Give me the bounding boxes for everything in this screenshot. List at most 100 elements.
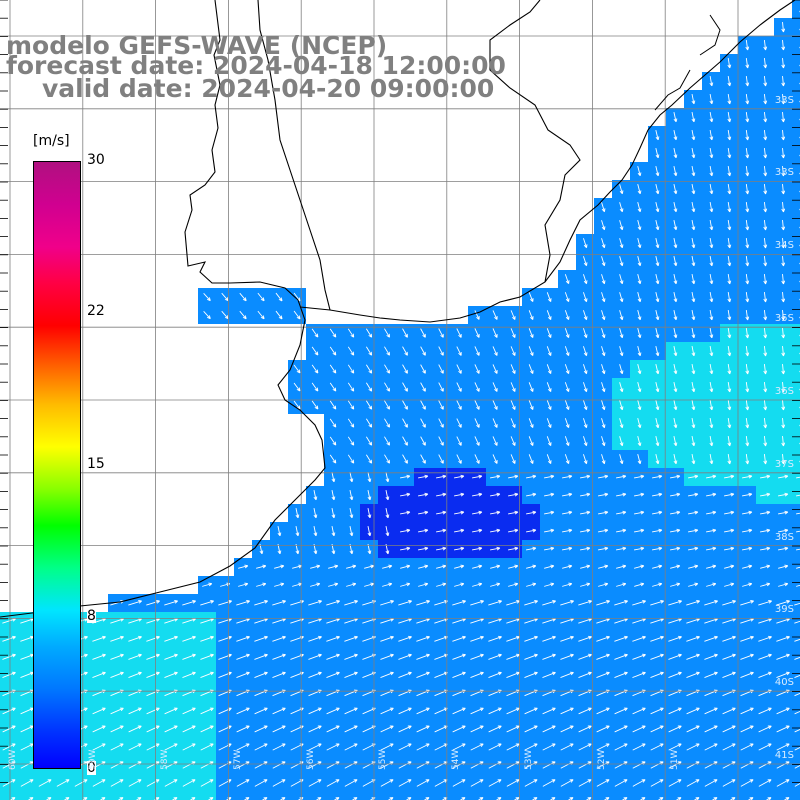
wind-arrow <box>564 346 570 357</box>
wind-arrow <box>329 346 337 356</box>
wind-arrow <box>673 184 678 195</box>
wind-arrow <box>402 382 408 392</box>
wind-speed-cell <box>792 522 800 540</box>
wind-arrow <box>619 436 624 447</box>
wind-arrow <box>668 707 682 715</box>
wind-arrow <box>542 599 556 606</box>
wind-arrow <box>544 546 555 551</box>
wind-arrow <box>564 418 570 429</box>
wind-arrow <box>506 707 520 715</box>
wind-arrow <box>578 725 592 733</box>
wind-arrow <box>601 418 606 429</box>
wind-arrow <box>542 653 556 660</box>
wind-arrow <box>601 202 606 213</box>
wind-arrow <box>546 436 552 447</box>
wind-arrow <box>542 707 556 715</box>
wind-speed-cell <box>360 792 378 800</box>
wind-arrow <box>452 635 466 642</box>
wind-arrow <box>745 111 750 123</box>
wind-arrow <box>488 671 502 679</box>
wind-arrow <box>763 165 768 177</box>
wind-arrow <box>580 582 591 587</box>
wind-arrow <box>331 490 336 501</box>
wind-arrow <box>778 564 789 569</box>
wind-arrow <box>349 472 354 483</box>
wind-arrow <box>776 671 790 679</box>
wind-arrow <box>2 635 16 642</box>
wind-speed-cell <box>792 612 800 630</box>
wind-arrow <box>781 291 786 303</box>
wind-arrow <box>347 418 355 428</box>
wind-arrow <box>560 725 574 733</box>
wind-arrow <box>380 671 394 679</box>
wind-arrow <box>781 93 786 105</box>
wind-arrow <box>722 779 736 787</box>
wind-arrow <box>308 599 322 606</box>
wind-arrow <box>722 671 736 679</box>
wind-speed-cell <box>630 792 648 800</box>
wind-speed-cell <box>792 198 800 216</box>
wind-arrow <box>781 309 786 321</box>
wind-arrow <box>454 564 465 569</box>
wind-arrow <box>384 418 391 428</box>
wind-arrow <box>760 474 771 479</box>
wind-arrow <box>544 474 555 479</box>
wind-arrow <box>580 510 591 515</box>
wind-arrow <box>128 635 142 642</box>
wind-speed-cell <box>288 792 306 800</box>
wind-arrow <box>492 364 498 374</box>
wind-arrow <box>402 400 408 410</box>
wind-arrow <box>164 671 178 679</box>
wind-arrow <box>328 564 339 569</box>
wind-arrow <box>650 671 664 679</box>
wind-arrow <box>329 382 337 392</box>
wind-arrow <box>704 635 718 642</box>
wind-arrow <box>546 418 552 429</box>
wind-arrow <box>331 526 336 537</box>
wind-arrow <box>745 93 750 105</box>
wind-arrow <box>347 328 355 338</box>
wind-arrow <box>668 635 682 642</box>
wind-arrow <box>272 779 286 787</box>
wind-arrow <box>562 474 573 479</box>
wind-arrow <box>686 725 700 733</box>
wind-arrow <box>488 653 502 660</box>
wind-arrow <box>490 564 501 569</box>
wind-arrow <box>781 219 786 231</box>
wind-arrow <box>452 779 466 787</box>
wind-arrow <box>436 474 447 479</box>
wind-arrow <box>526 510 537 515</box>
wind-arrow <box>709 255 714 267</box>
wind-speed-cell <box>792 360 800 378</box>
wind-speed-cell <box>792 54 800 72</box>
wind-arrow <box>344 725 358 733</box>
wind-arrow <box>691 184 696 195</box>
wind-arrow <box>637 382 642 393</box>
wind-arrow <box>616 474 627 479</box>
wind-arrow <box>528 310 534 320</box>
wind-arrow <box>781 399 786 411</box>
wind-arrow <box>673 130 678 141</box>
wind-arrow <box>74 779 88 787</box>
wind-arrow <box>564 382 570 393</box>
wind-arrow <box>398 707 412 715</box>
wind-arrow <box>564 454 570 465</box>
wind-arrow <box>490 510 501 515</box>
wind-arrow <box>583 328 588 339</box>
wind-speed-cell <box>792 378 800 396</box>
wind-arrow <box>524 635 538 642</box>
wind-speed-cell <box>792 396 800 414</box>
wind-arrow <box>510 346 516 356</box>
wind-arrow <box>200 707 214 715</box>
wind-arrow <box>776 707 790 715</box>
wind-arrow <box>524 599 538 606</box>
wind-arrow <box>454 510 465 515</box>
wind-arrow <box>794 710 800 715</box>
wind-arrow <box>236 653 250 660</box>
wind-arrow <box>637 328 642 339</box>
wind-arrow <box>254 707 268 715</box>
wind-arrow <box>796 512 800 515</box>
wind-arrow <box>456 346 462 356</box>
wind-arrow <box>727 183 732 195</box>
wind-arrow <box>601 436 606 447</box>
